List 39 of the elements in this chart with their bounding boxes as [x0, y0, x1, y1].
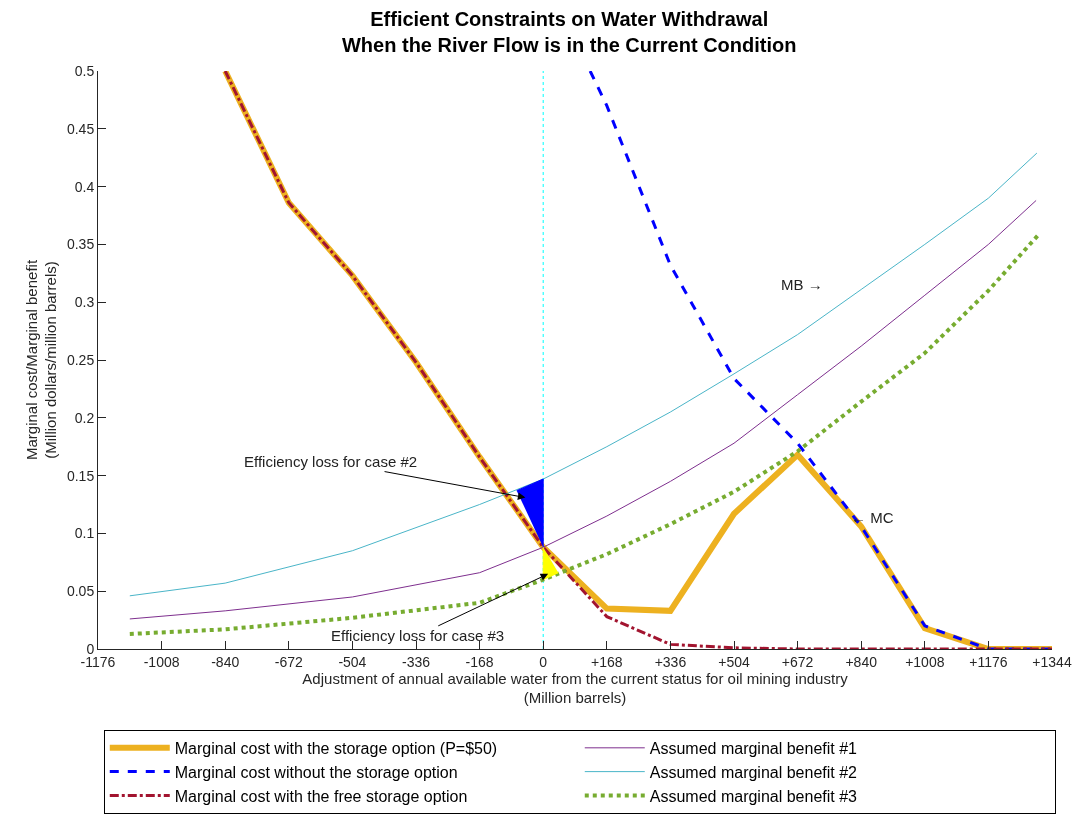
- y-axis-title: Marginal cost/Marginal benefit (Million dollars/million barrels): [22, 259, 60, 461]
- x-tick-label: +168: [591, 653, 623, 670]
- annotation: Efficiency loss for case #3: [331, 627, 505, 644]
- y-tick-label: 0.1: [74, 525, 95, 542]
- line-series: [129, 152, 1038, 597]
- annotation: Efficiency loss for case #2: [244, 453, 418, 470]
- legend-label: Assumed marginal benefit #3: [649, 787, 858, 805]
- x-tick-label: -168: [465, 653, 494, 670]
- x-tick-label: -336: [401, 653, 431, 670]
- x-tick-label: +336: [654, 653, 687, 670]
- legend-label: Marginal cost with the free storage option: [174, 787, 468, 805]
- y-tick-label: 0.35: [66, 236, 95, 253]
- y-tick-label: 0.15: [66, 467, 95, 484]
- x-tick-label: -672: [274, 653, 304, 670]
- y-tick-label: 0.5: [74, 62, 95, 79]
- legend-label: Assumed marginal benefit #2: [649, 763, 858, 781]
- y-tick-label: 0.45: [66, 120, 95, 137]
- x-tick-label: -1008: [143, 653, 180, 670]
- x-tick-label: -840: [211, 653, 240, 670]
- y-tick-label: 0.05: [66, 583, 95, 600]
- x-tick-label: +840: [845, 653, 878, 670]
- x-axis-title: Adjustment of annual available water from the current status for oil mining industry (Million barrels): [302, 669, 849, 707]
- x-tick-label: +672: [781, 653, 814, 670]
- x-tick-label: +1008: [905, 653, 945, 670]
- y-tick-label: 0.3: [74, 294, 95, 311]
- x-tick-label: 0: [539, 653, 548, 670]
- legend-label: Marginal cost with the storage option (P=$50): [174, 740, 498, 758]
- x-tick-label: +504: [718, 653, 750, 670]
- annotation: ← MC: [851, 509, 894, 526]
- annotation: MB →: [781, 276, 823, 293]
- y-tick-label: 0.2: [74, 409, 95, 426]
- legend-label: Marginal cost without the storage option: [174, 763, 458, 781]
- legend-label: Assumed marginal benefit #1: [649, 740, 858, 758]
- y-tick-label: 0.25: [66, 351, 95, 368]
- x-tick-label: -504: [338, 653, 367, 670]
- chart-title: Efficient Constraints on Water Withdrawal When the River Flow is in the Current Condition: [341, 8, 797, 56]
- x-tick-label: +1344: [1032, 653, 1072, 670]
- x-tick-label: +1176: [969, 653, 1008, 670]
- y-tick-label: 0.4: [74, 178, 95, 195]
